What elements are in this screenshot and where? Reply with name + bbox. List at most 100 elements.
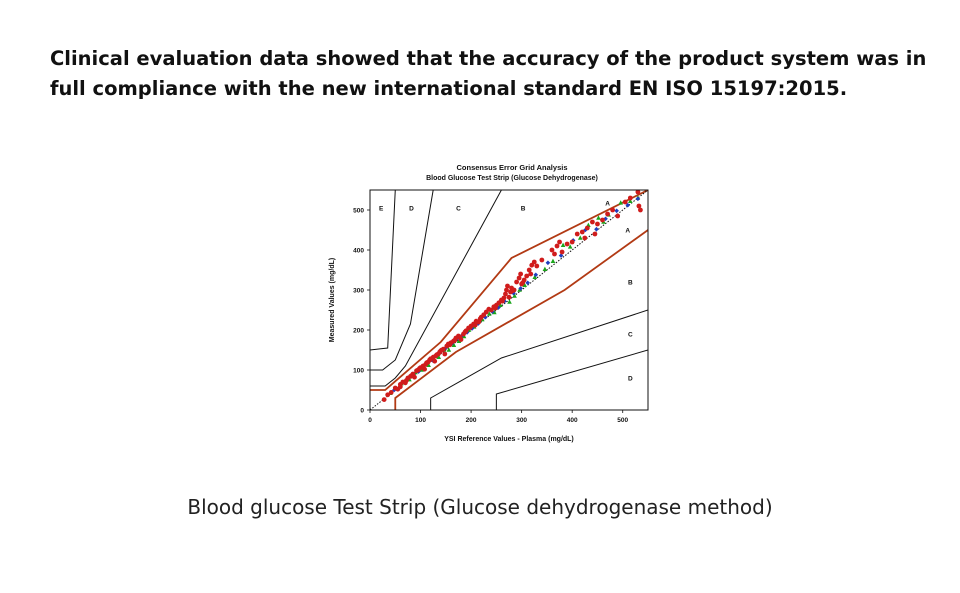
data-point-red <box>417 366 422 371</box>
data-point-blue <box>558 253 564 258</box>
data-point-red <box>462 329 468 335</box>
data-point-red <box>492 305 498 311</box>
data-point-red <box>388 390 394 395</box>
data-point-red <box>409 373 414 378</box>
zone-label: D <box>409 206 414 213</box>
data-point-red <box>559 249 565 255</box>
y-tick-label: 200 <box>353 327 364 334</box>
data-point-red <box>549 247 555 253</box>
data-point-red <box>636 203 642 209</box>
x-tick-label: 400 <box>567 417 578 424</box>
x-tick-label: 200 <box>466 417 477 424</box>
data-point-blue <box>635 196 641 202</box>
data-point-green <box>512 293 517 298</box>
x-axis-ticks: 0 100 200 300 400 500 <box>368 410 629 424</box>
data-point-green <box>507 299 512 304</box>
identity-line <box>369 189 649 411</box>
zone-label: B <box>521 206 526 213</box>
page-headline: Clinical evaluation data showed that the… <box>50 47 927 100</box>
zone-label: B <box>628 280 633 287</box>
data-point-red <box>506 294 512 300</box>
data-point-red <box>385 392 391 398</box>
data-point-red <box>554 243 560 249</box>
data-point-red <box>615 213 621 219</box>
data-point-red <box>574 231 580 237</box>
zone-a-boundary <box>370 190 648 391</box>
data-point-green <box>446 347 452 352</box>
y-axis-label: Measured Values (mg/dL) <box>329 258 336 342</box>
data-point-red <box>564 241 570 247</box>
data-point-blue <box>525 280 531 286</box>
data-point-red <box>510 288 515 294</box>
data-point-green <box>498 302 503 307</box>
zone-label: A <box>625 228 630 235</box>
data-point-red <box>516 275 522 281</box>
zone-b-boundary <box>370 190 502 387</box>
data-point-red <box>600 217 605 223</box>
data-point-blue <box>518 286 523 291</box>
data-point-red <box>610 207 616 213</box>
data-point-blue <box>545 260 551 266</box>
x-tick-label: 300 <box>516 417 527 424</box>
data-point-red <box>452 337 458 343</box>
data-point-red <box>622 199 628 205</box>
consensus-error-grid-chart: Consensus Error Grid Analysis Blood Gluc… <box>329 163 649 443</box>
x-tick-label: 100 <box>415 417 426 424</box>
data-point-green <box>542 266 548 271</box>
data-point-red <box>472 322 478 328</box>
data-point-blue <box>594 226 599 232</box>
zone-label: E <box>379 206 384 213</box>
data-point-red <box>524 273 530 279</box>
data-point-green <box>436 354 442 359</box>
data-point-blue <box>496 305 501 310</box>
data-point-red <box>526 267 532 273</box>
data-point-green <box>492 309 497 315</box>
data-point-green <box>451 342 457 347</box>
data-point-red <box>504 287 509 293</box>
data-point-red <box>557 239 562 245</box>
data-point-red <box>579 229 585 235</box>
data-point-green <box>618 200 624 205</box>
data-point-red <box>520 280 526 286</box>
data-point-red <box>442 351 448 357</box>
zone-boundaries <box>370 190 648 410</box>
data-point-green <box>486 311 492 316</box>
data-point-red <box>439 347 445 353</box>
data-point-red <box>552 251 557 257</box>
zone-c-boundary <box>495 349 648 410</box>
data-point-blue <box>625 202 631 208</box>
data-point-red <box>500 298 505 304</box>
data-point-green <box>628 198 633 203</box>
data-point-red <box>592 231 598 237</box>
data-point-red <box>447 342 453 348</box>
data-point-red <box>488 307 494 313</box>
data-point-green <box>560 242 566 247</box>
zone-a-boundary <box>394 229 648 410</box>
data-points <box>381 190 643 402</box>
y-tick-label: 300 <box>353 287 364 294</box>
data-point-green <box>426 362 431 367</box>
chart-title: Consensus Error Grid Analysis <box>456 163 567 172</box>
data-point-red <box>457 334 463 340</box>
zone-c-boundary <box>370 190 434 371</box>
data-point-red <box>595 221 600 227</box>
y-axis-ticks: 0 100 200 300 400 500 <box>353 207 370 414</box>
identity-diagonal <box>369 189 649 411</box>
data-point-red <box>518 271 524 277</box>
data-point-red <box>381 397 387 402</box>
data-point-blue <box>614 208 619 214</box>
data-point-red <box>529 262 535 268</box>
zone-label: D <box>628 376 633 383</box>
data-point-red <box>467 325 473 330</box>
zone-d-boundary <box>370 190 396 351</box>
x-tick-label: 500 <box>617 417 628 424</box>
chart-caption: Blood glucose Test Strip (Glucose dehydr… <box>187 495 773 519</box>
data-point-red <box>432 358 438 364</box>
data-point-red <box>627 195 633 201</box>
zone-label: A <box>605 200 610 207</box>
data-point-red <box>531 259 537 265</box>
data-point-red <box>423 362 428 367</box>
data-point-red <box>605 211 610 217</box>
data-point-red <box>397 384 403 390</box>
data-point-blue <box>603 216 608 222</box>
